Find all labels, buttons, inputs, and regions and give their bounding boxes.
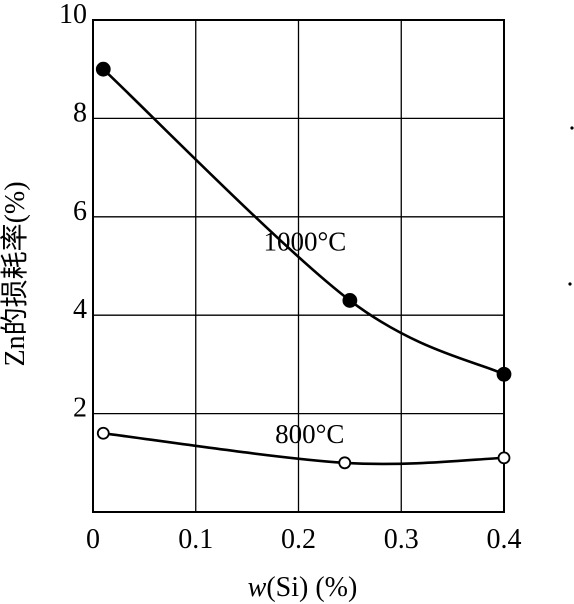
x-tick-label: 0.2 — [281, 524, 316, 555]
data-point — [342, 293, 358, 308]
tick-labels: 0 0.1 0.2 0.3 0.4 2 4 6 8 10 — [59, 0, 522, 555]
y-tick-label: 2 — [73, 393, 87, 424]
data-point — [496, 366, 512, 382]
series-layer: 1000°C 800°C — [95, 61, 512, 470]
data-point — [95, 61, 111, 77]
x-axis-label-rest: (Si) (%) — [266, 572, 357, 603]
y-axis-label: Zn的损耗率(%) — [0, 181, 31, 366]
plot-frame — [92, 19, 505, 513]
series-line — [102, 68, 505, 376]
edge-artifact-dot — [570, 126, 574, 130]
y-tick-label: 6 — [73, 196, 87, 227]
series-label: 800°C — [275, 419, 344, 449]
data-point — [497, 451, 511, 465]
data-point — [338, 456, 352, 470]
grid — [93, 20, 504, 512]
y-tick-label: 4 — [73, 294, 87, 325]
x-tick-label: 0 — [86, 524, 100, 555]
y-tick-label: 10 — [59, 0, 87, 30]
x-tick-label: 0.1 — [178, 524, 213, 555]
y-tick-label: 8 — [73, 97, 87, 128]
x-tick-label: 0.4 — [487, 524, 522, 555]
series-line — [103, 431, 505, 466]
x-tick-label: 0.3 — [384, 524, 419, 555]
edge-artifact-dot — [568, 282, 572, 286]
series-label: 1000°C — [263, 226, 346, 256]
x-axis-label: w(Si) (%) — [248, 572, 358, 603]
x-axis-label-var: w — [248, 572, 267, 603]
data-point — [96, 426, 110, 440]
